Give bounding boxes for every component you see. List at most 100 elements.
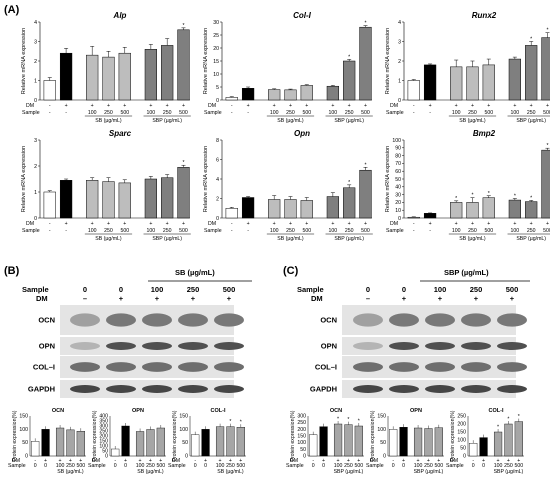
y-tick-label: 3 bbox=[398, 39, 401, 45]
blot-band bbox=[106, 362, 136, 372]
sample-row-label: Sample bbox=[286, 463, 304, 469]
blot-band bbox=[178, 313, 208, 327]
dm-mark: + bbox=[497, 458, 500, 464]
dm-mark: + bbox=[91, 103, 94, 109]
bar bbox=[407, 216, 420, 219]
dm-mark: + bbox=[305, 103, 308, 109]
dm-mark: + bbox=[79, 458, 82, 464]
y-tick-label: 100 bbox=[392, 138, 401, 144]
y-axis-label: Relative mRNA expression bbox=[385, 28, 391, 95]
sample-mark: 100 bbox=[452, 110, 461, 116]
bar bbox=[102, 56, 115, 101]
dm-mark: + bbox=[305, 221, 308, 227]
group-label-sbp: SBP (µg/mL) bbox=[152, 236, 182, 242]
chart-title: OPN bbox=[132, 408, 144, 414]
dm-mark: + bbox=[273, 221, 276, 227]
dm-mark: - bbox=[34, 458, 36, 464]
bar bbox=[359, 26, 372, 101]
panel-label-b: (B) bbox=[4, 265, 20, 277]
y-tick-label: 250 bbox=[457, 414, 466, 420]
dm-mark: + bbox=[487, 221, 490, 227]
bar bbox=[413, 427, 423, 457]
lane-dm-value: + bbox=[119, 294, 124, 303]
dm-mark: + bbox=[530, 221, 533, 227]
dm-mark: + bbox=[166, 221, 169, 227]
sample-mark: 250 bbox=[226, 463, 235, 469]
sample-mark: 500 bbox=[236, 463, 245, 469]
bar bbox=[118, 182, 131, 219]
blot-band bbox=[425, 342, 455, 350]
y-tick-label: 300 bbox=[99, 424, 108, 430]
significance-mark: * bbox=[182, 23, 184, 29]
dm-mark: + bbox=[347, 458, 350, 464]
dm-mark: + bbox=[159, 458, 162, 464]
blot-b-header: SB (µg/mL) bbox=[175, 268, 215, 277]
chart-title: COL-I bbox=[489, 408, 504, 414]
blot-c-header: SBP (µg/mL) bbox=[444, 268, 489, 277]
dm-mark: + bbox=[123, 103, 126, 109]
dm-mark: + bbox=[124, 458, 127, 464]
bar bbox=[225, 208, 238, 219]
sample-mark: 100 bbox=[329, 110, 338, 116]
dm-mark: + bbox=[331, 221, 334, 227]
sample-mark: 0 bbox=[34, 463, 37, 469]
bar bbox=[508, 58, 521, 101]
y-tick-label: 30 bbox=[213, 20, 219, 26]
bar bbox=[343, 60, 356, 101]
bar bbox=[268, 89, 281, 101]
blot-band bbox=[106, 313, 136, 327]
y-tick-label: 150 bbox=[179, 414, 188, 420]
y-tick-label: 1 bbox=[398, 78, 401, 84]
dm-mark: - bbox=[231, 221, 233, 227]
blot-band bbox=[70, 342, 100, 350]
significance-mark: * bbox=[348, 54, 350, 60]
bar bbox=[156, 427, 165, 457]
blot-band bbox=[461, 362, 491, 372]
chart-title: OCN bbox=[52, 408, 64, 414]
dm-mark: + bbox=[357, 458, 360, 464]
y-axis-label: Protein expression(%) bbox=[370, 410, 376, 461]
lane-sample-value: 0 bbox=[83, 285, 87, 294]
bar bbox=[525, 45, 538, 101]
group-label-sb: SB (µg/mL) bbox=[277, 236, 304, 242]
sample-mark: 500 bbox=[484, 110, 493, 116]
sample-mark: 500 bbox=[543, 110, 550, 116]
bar bbox=[504, 423, 513, 457]
blot-b-bands: OCN OPN COL–I GAPDH bbox=[28, 305, 244, 398]
significance-mark: * bbox=[337, 417, 339, 423]
lane-dm-value: + bbox=[402, 294, 407, 303]
bar bbox=[31, 441, 40, 457]
blot-band bbox=[214, 385, 244, 393]
sample-mark: 100 bbox=[216, 463, 225, 469]
sample-mark: - bbox=[231, 228, 233, 234]
dm-mark: + bbox=[513, 221, 516, 227]
sample-mark: 500 bbox=[120, 228, 129, 234]
bar bbox=[146, 429, 155, 457]
y-axis-label: Relative mRNA expression bbox=[203, 146, 209, 213]
bar bbox=[399, 427, 408, 457]
sample-mark: 0 bbox=[392, 463, 395, 469]
significance-mark: * bbox=[488, 191, 490, 197]
dm-mark: + bbox=[517, 458, 520, 464]
bar bbox=[236, 427, 245, 457]
sample-mark: 100 bbox=[334, 463, 343, 469]
significance-mark: * bbox=[530, 195, 532, 201]
dm-mark: - bbox=[114, 458, 116, 464]
dm-mark: + bbox=[247, 221, 250, 227]
blot-band bbox=[353, 362, 383, 372]
bar bbox=[450, 66, 463, 101]
bar bbox=[326, 85, 339, 101]
y-tick-label: 1 bbox=[34, 78, 37, 84]
blot-band bbox=[425, 362, 455, 372]
blot-band bbox=[353, 342, 383, 350]
bar bbox=[144, 49, 157, 101]
significance-mark: * bbox=[546, 143, 548, 149]
bar bbox=[177, 29, 190, 101]
chart-title: OPN bbox=[410, 408, 422, 414]
